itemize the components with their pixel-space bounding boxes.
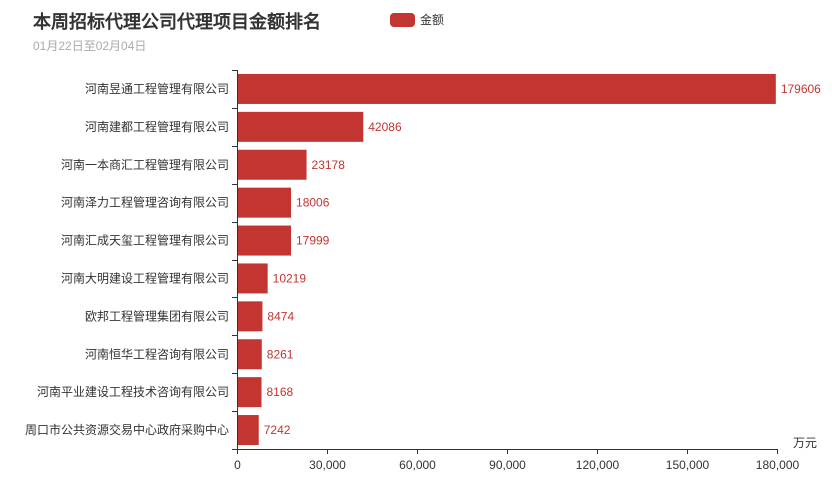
bar bbox=[238, 149, 307, 180]
x-axis-label: 万元 bbox=[793, 436, 817, 450]
bar bbox=[238, 377, 262, 408]
x-tick-label: 60,000 bbox=[399, 458, 436, 472]
x-tick-label: 180,000 bbox=[756, 458, 800, 472]
chart-title: 本周招标代理公司代理项目金额排名 bbox=[33, 12, 321, 32]
category-label: 河南大明建设工程管理有限公司 bbox=[61, 270, 229, 285]
bar bbox=[238, 301, 263, 332]
data-label: 17999 bbox=[296, 234, 330, 248]
data-label: 8168 bbox=[267, 385, 294, 399]
bar bbox=[238, 415, 259, 446]
data-label: 10219 bbox=[273, 271, 307, 285]
category-label: 河南建都工程管理有限公司 bbox=[85, 119, 229, 134]
x-tick-label: 0 bbox=[234, 458, 241, 472]
category-label: 河南汇成天玺工程管理有限公司 bbox=[61, 233, 229, 248]
x-tick-label: 120,000 bbox=[576, 458, 620, 472]
bar bbox=[238, 263, 268, 294]
legend-swatch bbox=[390, 12, 415, 27]
category-label: 欧邦工程管理集团有限公司 bbox=[85, 308, 229, 323]
legend-item[interactable]: 金额 bbox=[390, 11, 444, 28]
data-label: 7242 bbox=[264, 423, 291, 437]
data-label: 18006 bbox=[296, 196, 330, 210]
x-tick-label: 150,000 bbox=[666, 458, 710, 472]
data-label: 23178 bbox=[312, 158, 346, 172]
bar bbox=[238, 187, 292, 218]
bar bbox=[238, 73, 776, 104]
data-label: 8261 bbox=[267, 347, 294, 361]
x-tick-label: 90,000 bbox=[489, 458, 526, 472]
bar bbox=[238, 111, 364, 142]
category-label: 河南昱通工程管理有限公司 bbox=[85, 81, 229, 96]
category-label: 河南泽力工程管理咨询有限公司 bbox=[61, 195, 229, 210]
category-label: 河南一本商汇工程管理有限公司 bbox=[61, 157, 229, 172]
category-label: 周口市公共资源交易中心政府采购中心 bbox=[25, 422, 229, 437]
legend-label: 金额 bbox=[420, 13, 445, 27]
bar bbox=[238, 339, 262, 370]
chart-subtitle: 01月22日至02月04日 bbox=[33, 39, 147, 53]
category-label: 河南恒华工程咨询有限公司 bbox=[85, 346, 229, 361]
bar bbox=[238, 225, 291, 256]
x-tick-label: 30,000 bbox=[309, 458, 346, 472]
data-label: 8474 bbox=[267, 309, 294, 323]
data-label: 179606 bbox=[781, 82, 821, 96]
category-label: 河南平业建设工程技术咨询有限公司 bbox=[37, 384, 229, 399]
data-label: 42086 bbox=[368, 120, 402, 134]
